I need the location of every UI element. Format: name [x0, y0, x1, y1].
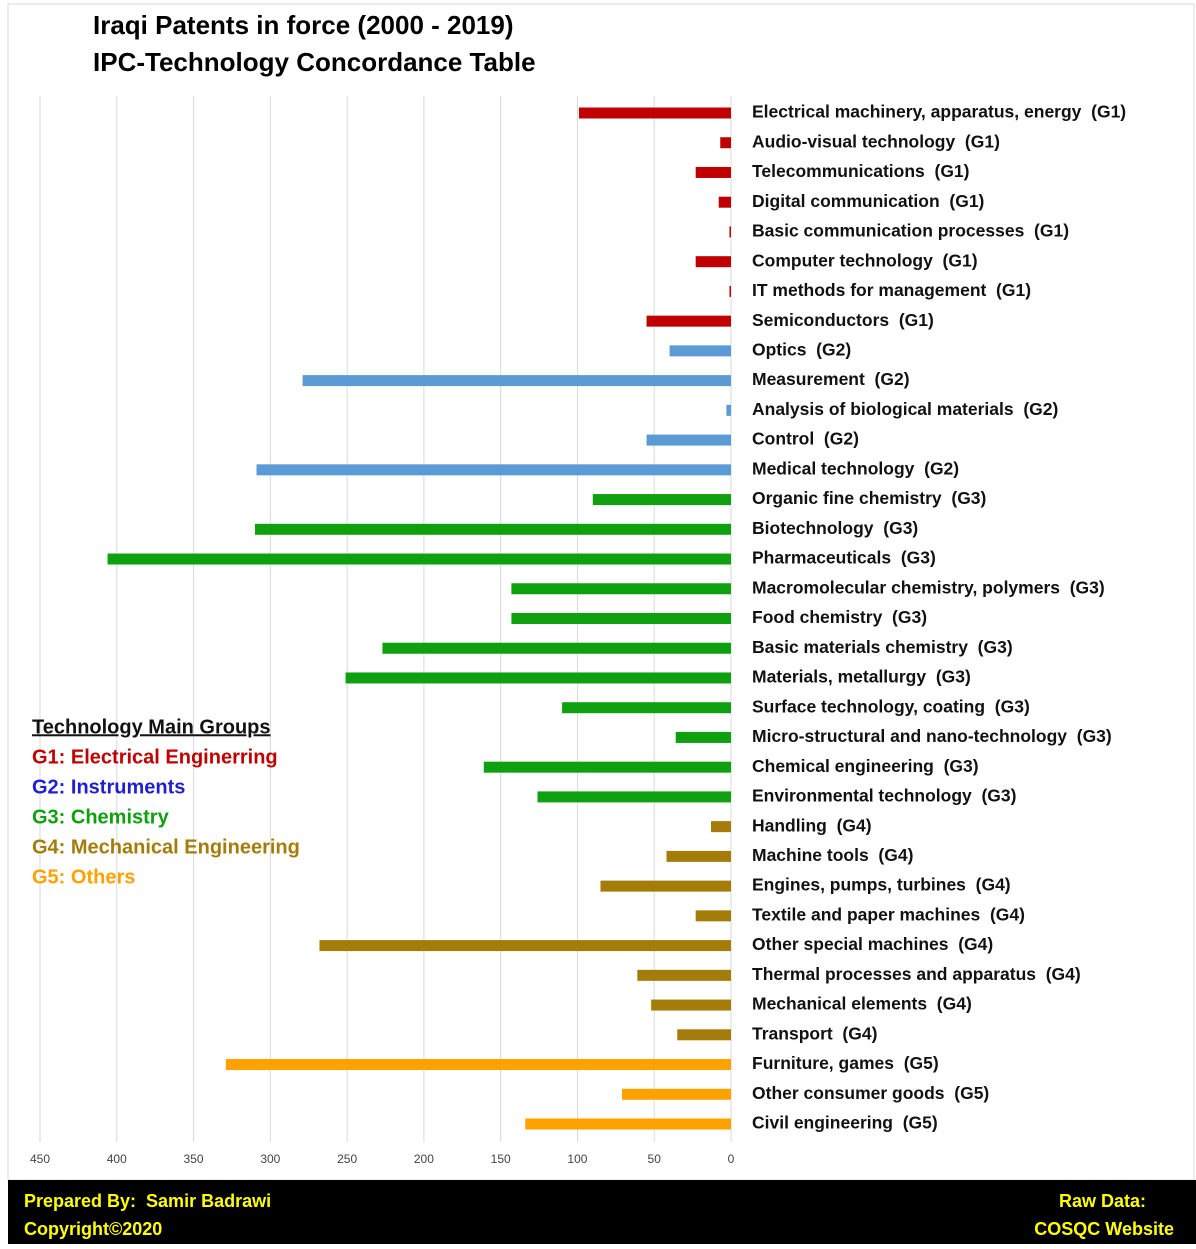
bar	[695, 166, 731, 178]
bar	[637, 969, 731, 981]
legend-item: G5: Others	[32, 866, 135, 888]
category-label: Basic communication processes (G1)	[752, 221, 1069, 241]
x-tick-label: 200	[414, 1152, 434, 1166]
category-label: Micro-structural and nano-technology (G3…	[752, 726, 1112, 746]
category-label: IT methods for management (G1)	[752, 280, 1031, 300]
category-label: Digital communication (G1)	[752, 191, 984, 211]
category-label: Organic fine chemistry (G3)	[752, 488, 986, 508]
legend-item: G2: Instruments	[32, 776, 185, 798]
bar	[254, 523, 731, 535]
bar	[525, 1118, 731, 1130]
bar	[695, 256, 731, 268]
bar	[511, 613, 731, 624]
category-label: Other consumer goods (G5)	[752, 1083, 989, 1103]
x-tick-label: 0	[728, 1152, 735, 1166]
bar	[646, 434, 731, 446]
footer-text: COSQC Website	[1034, 1219, 1174, 1239]
bar	[345, 672, 731, 684]
legend-item: G1: Electrical Enginerring	[32, 746, 278, 768]
x-tick-label: 150	[491, 1152, 511, 1166]
bar	[729, 226, 731, 238]
bar	[718, 196, 731, 208]
category-label: Thermal processes and apparatus (G4)	[752, 964, 1081, 984]
bar	[483, 761, 731, 773]
bar	[720, 137, 731, 149]
footer-text: Copyright©2020	[24, 1219, 162, 1239]
bar	[511, 583, 731, 595]
footer-text: Raw Data:	[1059, 1191, 1146, 1211]
x-tick-label: 50	[648, 1152, 662, 1166]
category-label: Environmental technology (G3)	[752, 786, 1016, 806]
category-label: Textile and paper machines (G4)	[752, 904, 1025, 924]
category-label: Semiconductors (G1)	[752, 310, 934, 330]
category-label: Macromolecular chemistry, polymers (G3)	[752, 577, 1105, 597]
legend-item: G4: Mechanical Engineering	[32, 836, 300, 858]
footer-text: Prepared By: Samir Badrawi	[24, 1191, 271, 1211]
chart-title: Iraqi Patents in force (2000 - 2019)	[93, 10, 514, 40]
x-tick-label: 300	[260, 1152, 280, 1166]
category-label: Optics (G2)	[752, 340, 851, 360]
category-label: Control (G2)	[752, 429, 859, 449]
category-label: Food chemistry (G3)	[752, 607, 927, 627]
x-tick-label: 450	[30, 1152, 50, 1166]
chart-subtitle: IPC-Technology Concordance Table	[93, 47, 536, 77]
category-label: Mechanical elements (G4)	[752, 994, 972, 1014]
category-label: Biotechnology (G3)	[752, 518, 918, 538]
x-tick-label: 350	[184, 1152, 204, 1166]
category-label: Other special machines (G4)	[752, 934, 993, 954]
category-label: Machine tools (G4)	[752, 845, 913, 865]
bar	[669, 345, 731, 357]
bar	[695, 910, 731, 922]
category-label: Electrical machinery, apparatus, energy …	[752, 102, 1126, 122]
category-label: Chemical engineering (G3)	[752, 756, 979, 776]
bar	[537, 791, 731, 803]
category-label: Basic materials chemistry (G3)	[752, 637, 1013, 657]
x-tick-label: 250	[337, 1152, 357, 1166]
x-tick-label: 400	[107, 1152, 127, 1166]
category-label: Surface technology, coating (G3)	[752, 696, 1030, 716]
bar	[651, 999, 731, 1011]
bar	[600, 880, 731, 892]
bar	[302, 375, 731, 387]
category-label: Furniture, games (G5)	[752, 1053, 939, 1073]
category-label: Materials, metallurgy (G3)	[752, 667, 971, 687]
bar	[562, 702, 731, 714]
bar	[319, 940, 731, 952]
category-label: Handling (G4)	[752, 815, 872, 835]
category-label: Analysis of biological materials (G2)	[752, 399, 1058, 419]
bar	[677, 1029, 731, 1041]
category-label: Medical technology (G2)	[752, 458, 959, 478]
bar	[729, 285, 731, 297]
category-label: Audio-visual technology (G1)	[752, 131, 1000, 151]
footer-band	[8, 1180, 1196, 1244]
bar	[621, 1088, 731, 1100]
category-label: Computer technology (G1)	[752, 250, 978, 270]
category-label: Civil engineering (G5)	[752, 1113, 938, 1133]
bar	[711, 821, 731, 833]
bar	[225, 1059, 731, 1071]
bar	[256, 464, 731, 476]
bar	[578, 107, 731, 119]
bar	[107, 553, 731, 565]
category-label: Pharmaceuticals (G3)	[752, 548, 936, 568]
bar	[592, 494, 731, 506]
bar	[675, 731, 731, 743]
bar	[646, 315, 731, 327]
category-label: Telecommunications (G1)	[752, 161, 970, 181]
x-tick-label: 100	[567, 1152, 587, 1166]
bar	[382, 642, 731, 654]
category-label: Measurement (G2)	[752, 369, 910, 389]
bar	[666, 850, 731, 862]
category-label: Engines, pumps, turbines (G4)	[752, 875, 1011, 895]
category-label: Transport (G4)	[752, 1023, 877, 1043]
legend-title: Technology Main Groups	[32, 716, 271, 738]
bar	[726, 404, 731, 416]
legend-item: G3: Chemistry	[32, 806, 170, 828]
